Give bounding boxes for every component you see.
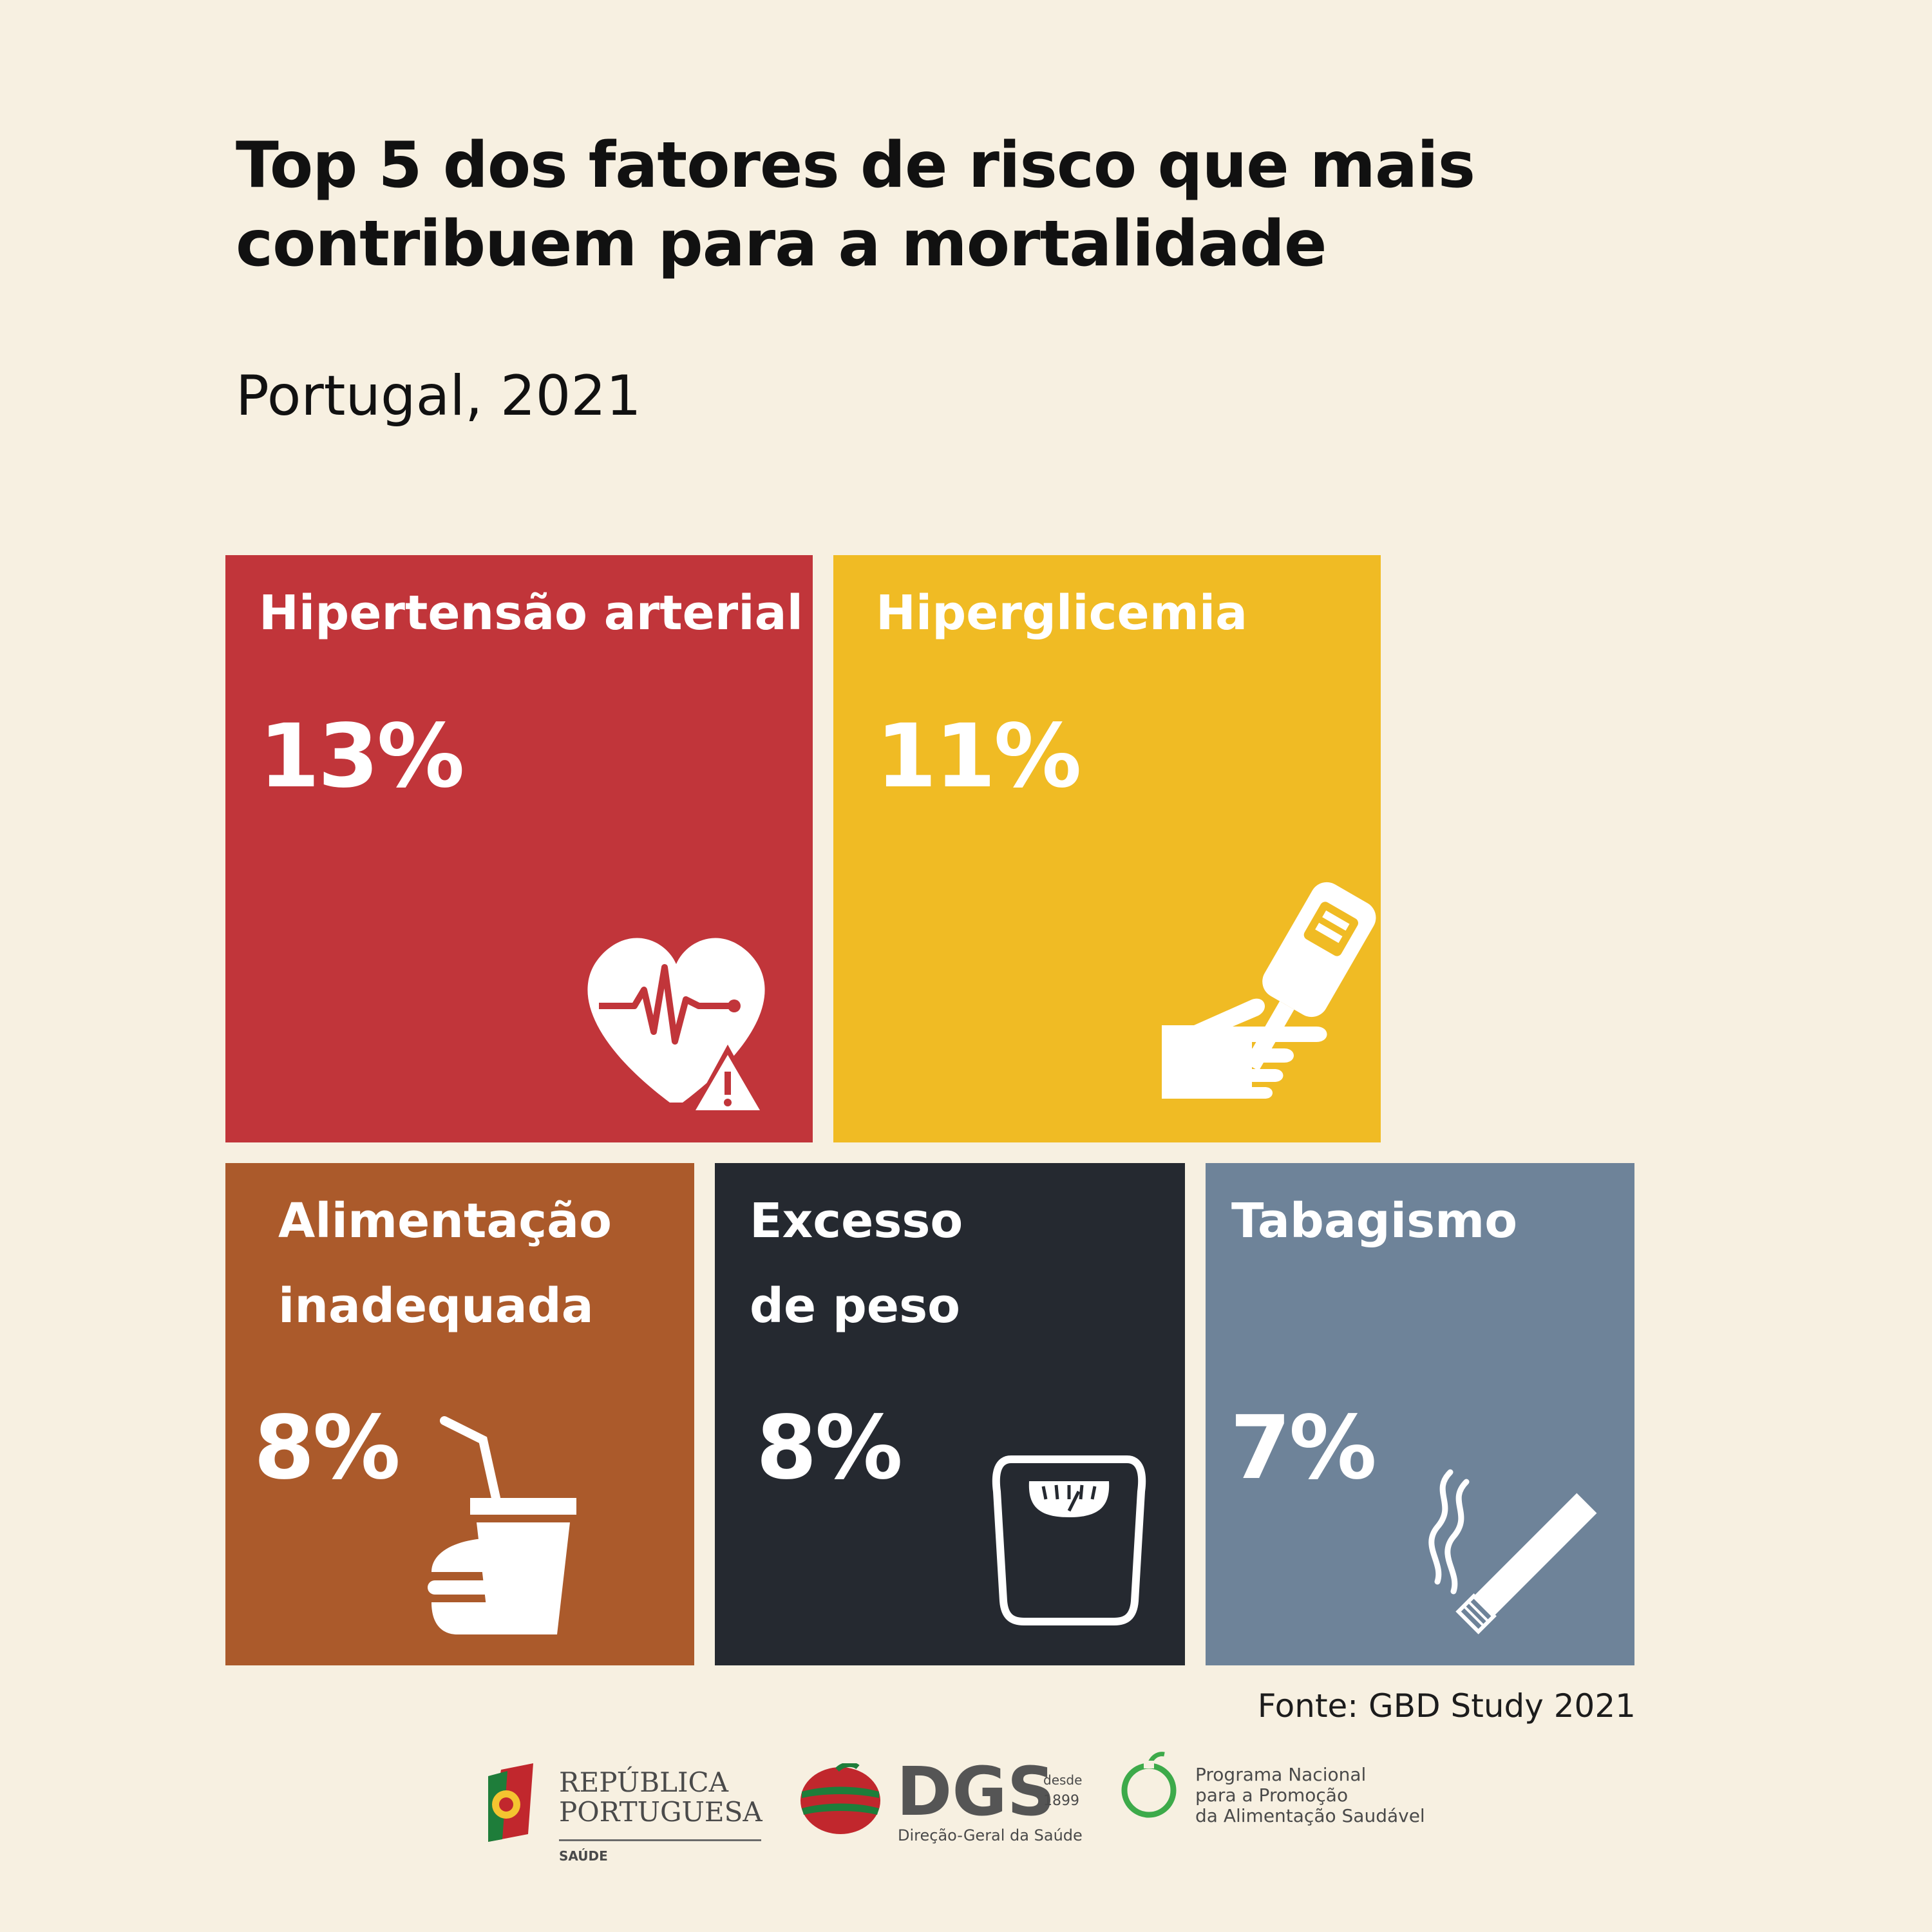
dgs-wordmark: DGS: [896, 1752, 1056, 1831]
dgs-year: 1899: [1043, 1793, 1079, 1809]
republica-line1: REPÚBLICA: [559, 1766, 729, 1798]
title-line-1: Top 5 dos fatores de risco que mais: [236, 129, 1475, 202]
title-line-2: contribuem para a mortalidade: [236, 207, 1327, 281]
tile-label: Tabagismo: [1231, 1193, 1518, 1249]
chart-subtitle: Portugal, 2021: [236, 364, 641, 428]
republica-line2: PORTUGUESA: [559, 1796, 762, 1828]
tile-alimentacao: Alimentação inadequada 8%: [225, 1163, 694, 1665]
tile-value: 13%: [259, 706, 465, 808]
tile-label: Hipertensão arterial: [259, 585, 803, 641]
republica-flag-icon: [488, 1763, 533, 1842]
pnpas-line1: Programa Nacional: [1195, 1764, 1367, 1785]
burger-drink-icon: [428, 1416, 576, 1634]
tile-label: Hiperglicemia: [876, 585, 1248, 641]
republica-divider: [559, 1839, 761, 1841]
pnpas-line3: da Alimentação Saudável: [1195, 1805, 1425, 1826]
dgs-apple-icon: [800, 1763, 880, 1834]
tile-value: 7%: [1230, 1397, 1377, 1499]
tile-value: 8%: [254, 1397, 401, 1499]
pnpas-apple-outline-icon: [1121, 1752, 1177, 1818]
tile-hipertensao: Hipertensão arterial 13%: [225, 555, 813, 1142]
glucose-meter-hand-icon: [1162, 882, 1376, 1099]
source-note: Fonte: GBD Study 2021: [1257, 1687, 1636, 1725]
tile-value: 8%: [756, 1397, 903, 1499]
tile-value: 11%: [876, 706, 1082, 808]
heart-pulse-warning-icon: [587, 938, 766, 1115]
pnpas-line2: para a Promoção: [1195, 1785, 1349, 1806]
tile-tabagismo: Tabagismo 7%: [1206, 1163, 1634, 1665]
bathroom-scale-icon: [992, 1455, 1146, 1625]
republica-sub: SAÚDE: [559, 1848, 608, 1864]
tile-hiperglicemia: Hiperglicemia 11%: [833, 555, 1381, 1142]
dgs-since: desde: [1043, 1772, 1083, 1788]
dgs-subtitle: Direção-Geral da Saúde: [898, 1826, 1083, 1844]
chart-title: Top 5 dos fatores de risco que mais cont…: [236, 126, 1524, 283]
tile-label-line1: Excesso: [750, 1193, 963, 1249]
tile-label-line2: inadequada: [278, 1278, 594, 1334]
cigarette-icon: [1428, 1469, 1597, 1634]
tile-label-line1: Alimentação: [278, 1193, 612, 1249]
tile-label-line2: de peso: [750, 1278, 960, 1334]
tile-excesso-peso: Excesso de peso 8%: [715, 1163, 1185, 1665]
